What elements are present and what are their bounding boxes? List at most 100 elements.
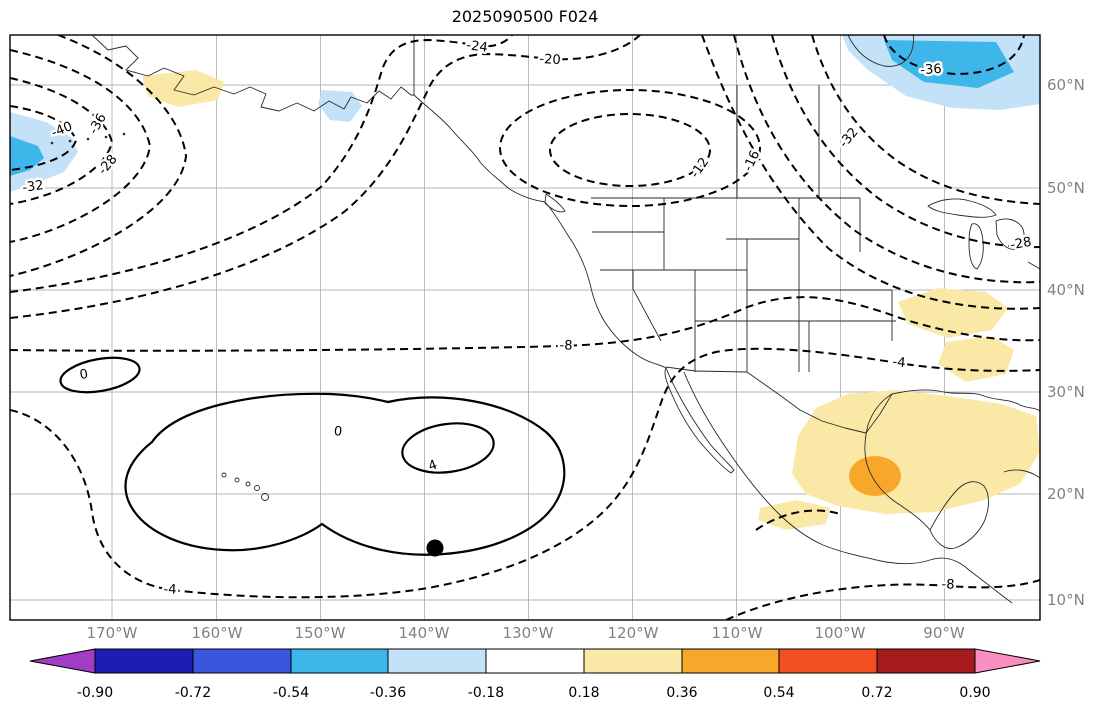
contour-label: -8 [941, 577, 954, 592]
island [122, 132, 126, 136]
contour-ring-plus4 [401, 422, 495, 474]
shading-negative-west-light [10, 112, 78, 192]
coastline-us-west [544, 201, 667, 369]
contour-ring-zero-large [124, 392, 566, 556]
state-province-borders [591, 85, 896, 434]
lat-tick-label: 60°N [1047, 76, 1085, 94]
shading-positive-southeast-us-2 [938, 336, 1014, 382]
contour-line-neg32-ne [811, 35, 1040, 205]
lon-tick-label: 140°W [399, 624, 450, 642]
colorbar-segment [290, 648, 389, 674]
contour-label: -32 [21, 178, 44, 196]
colorbar-segment [387, 648, 487, 674]
colorbar-segment [876, 648, 976, 674]
contour-label: -36 [920, 62, 942, 78]
shading-positive-mexico-orange-core [849, 456, 901, 496]
colorbar-tick-label: 0.54 [763, 685, 794, 701]
shading-negative-west-core [10, 136, 44, 176]
lon-tick-label: 90°W [923, 624, 965, 642]
coastline-us-gulf [891, 389, 1040, 412]
lon-tick-label: 110°W [712, 624, 763, 642]
contour-line-neg28-nw [10, 35, 188, 277]
colorbar-segment [778, 648, 878, 674]
colorbar-segment [192, 648, 292, 674]
island [104, 135, 108, 139]
colorbar-tick-label: -0.18 [468, 685, 504, 701]
lon-tick-label: 170°W [87, 624, 138, 642]
grid-line [111, 35, 945, 620]
grid-lines [10, 35, 1040, 620]
colorbar-tick-label: -0.90 [77, 685, 113, 701]
contour-label: 0 [333, 424, 343, 440]
contour-label: -4 [163, 582, 176, 597]
lake-superior [927, 198, 997, 218]
contour-line-neg8-long [10, 296, 1040, 352]
colorbar: -0.90 -0.72 -0.54 -0.36 -0.18 0.18 0.36 … [29, 648, 1041, 701]
coastline-mexico-gulf [864, 393, 931, 531]
lat-tick-label: 30°N [1047, 383, 1085, 401]
contour-label: -28 [1009, 235, 1033, 253]
contour-line-neg36-ne [883, 35, 1025, 76]
contour-label: -24 [465, 38, 488, 56]
lon-tick-label: 150°W [295, 624, 346, 642]
aleutian-islands [50, 132, 126, 145]
island [86, 137, 90, 141]
lat-tick-label: 10°N [1047, 591, 1085, 609]
island [245, 481, 251, 487]
island [261, 493, 269, 501]
coastline-hudson-bay [847, 35, 915, 67]
contour-line-neg8-southeast [725, 579, 1040, 620]
contour-line-neg24-east [733, 35, 1040, 284]
lake-michigan [968, 223, 984, 270]
lon-tick-label: 100°W [815, 624, 866, 642]
colorbar-tick-labels: -0.90 -0.72 -0.54 -0.36 -0.18 0.18 0.36 … [77, 685, 991, 701]
contour-label: -20 [539, 52, 561, 68]
contour-line-neg20-west [10, 35, 641, 319]
lake-erie [1027, 261, 1040, 270]
colorbar-tick-label: -0.54 [273, 685, 309, 701]
contour-line-southern-mexico [755, 509, 841, 531]
contour-line-neg4-long [10, 347, 1040, 599]
location-marker-dot [426, 539, 444, 557]
lon-tick-label: 160°W [192, 624, 243, 642]
figure-title: 2025090500 F024 [452, 7, 599, 26]
coastline-mexico-pacific [683, 371, 1013, 604]
colorbar-arrow-right [974, 648, 1041, 674]
lat-tick-label: 50°N [1047, 179, 1085, 197]
coastline-bc-panhandle [413, 94, 546, 203]
contour-ring-zero-small [59, 356, 141, 394]
lake-huron [995, 218, 1025, 250]
shading-negative-northeast-core [884, 40, 1014, 88]
coastline-vancouver-island [544, 193, 566, 213]
colorbar-segment [681, 648, 780, 674]
contour-lines [10, 35, 1040, 620]
island [68, 139, 72, 143]
shading-positive-mexico-gulf [792, 390, 1040, 514]
lat-tick-label: 20°N [1047, 485, 1085, 503]
shading-positive-southern-mexico [758, 500, 830, 530]
colorbar-segment [583, 648, 683, 674]
island [234, 477, 240, 483]
island [254, 485, 260, 491]
contour-label: -4 [892, 355, 906, 371]
hawaiian-islands [221, 472, 269, 501]
contour-ring-neg12 [549, 113, 711, 187]
contour-label: 0 [79, 367, 90, 383]
plot-frame [9, 34, 1041, 621]
colorbar-tick-label: 0.90 [959, 685, 990, 701]
coastline-baja-california [664, 367, 735, 474]
colorbar-tick-label: -0.72 [175, 685, 211, 701]
island [221, 472, 227, 478]
lon-tick-label: 130°W [503, 624, 554, 642]
contour-label: -12 [688, 155, 712, 181]
lon-tick-label: 120°W [608, 624, 659, 642]
shading-negative-gulf-of-alaska [318, 90, 362, 122]
contour-line-neg40 [10, 105, 78, 171]
colorbar-tick-label: 0.18 [568, 685, 599, 701]
contour-label: -36 [86, 111, 110, 137]
colorbar-tick-label: 0.36 [666, 685, 697, 701]
shading-positive-alaska [142, 70, 224, 107]
coastline-yucatan [929, 481, 989, 550]
contour-label: -8 [559, 338, 572, 353]
